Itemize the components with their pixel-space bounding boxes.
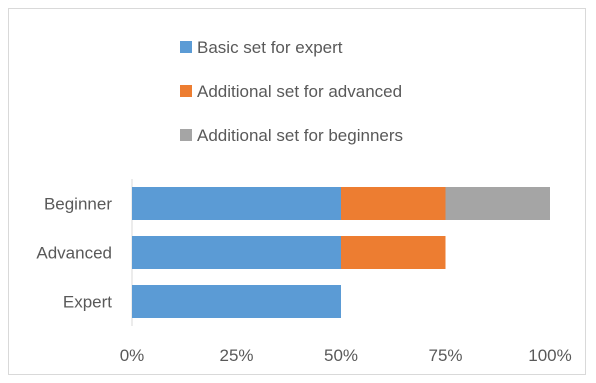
category-label-2: Expert [63, 293, 112, 312]
legend-swatch-2 [180, 129, 192, 141]
legend: Basic set for expert Additional set for a… [180, 38, 403, 145]
legend-label-2: Additional set for beginners [197, 126, 403, 145]
bar-1-0 [132, 236, 341, 269]
legend-swatch-0 [180, 41, 192, 53]
bar-2-0 [132, 285, 341, 318]
bar-0-0 [132, 187, 341, 220]
bars [131, 179, 550, 326]
bar-0-2 [445, 187, 550, 220]
category-label-0: Beginner [44, 195, 112, 214]
bar-1-1 [341, 236, 446, 269]
legend-swatch-1 [180, 85, 192, 97]
bar-0-1 [341, 187, 446, 220]
x-tick-label-4: 100% [528, 346, 571, 365]
legend-label-0: Basic set for expert [197, 38, 343, 57]
x-tick-label-1: 25% [219, 346, 253, 365]
x-tick-label-0: 0% [120, 346, 145, 365]
legend-label-1: Additional set for advanced [197, 82, 402, 101]
category-label-1: Advanced [36, 244, 112, 263]
x-tick-label-2: 50% [324, 346, 358, 365]
category-labels: Beginner Advanced Expert [36, 195, 112, 312]
x-axis-ticks: 0% 25% 50% 75% 100% [120, 346, 572, 365]
x-tick-label-3: 75% [428, 346, 462, 365]
